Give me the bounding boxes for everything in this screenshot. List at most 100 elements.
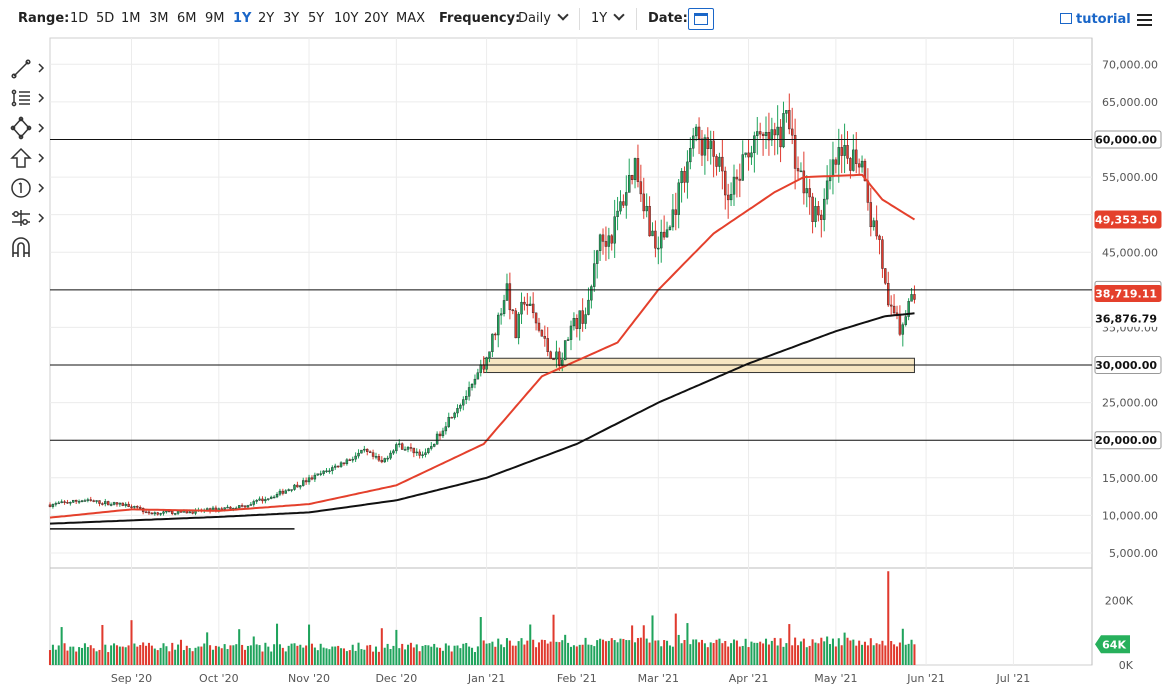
volume-bar [252,636,255,665]
annotation-tool[interactable] [10,176,46,200]
candle-body [578,310,581,329]
candle-body [901,324,905,335]
volume-bar [826,636,829,665]
volume-bar [814,642,817,665]
tutorial-link[interactable]: tutorial [1060,12,1131,27]
volume-bar [342,648,345,665]
candle-body [587,299,590,315]
volume-bar [520,638,523,665]
range-5d[interactable]: 5D [96,11,115,26]
candle-body [660,231,663,249]
period-select[interactable]: 1Y [591,9,625,27]
volume-bar [863,641,866,665]
candle-body [505,283,509,301]
frequency-select[interactable]: Daily [518,9,569,27]
volume-bar [377,651,380,665]
volume-bar [92,648,95,665]
candle-body [418,451,421,456]
arrow-tool[interactable] [10,146,46,170]
volume-bar [753,642,756,665]
volume-bar [660,646,663,665]
volume-bar [482,640,485,665]
range-max[interactable]: MAX [396,11,426,26]
volume-bar [747,647,750,665]
range-10y[interactable]: 10Y [334,11,359,26]
volume-bar [543,640,546,665]
candle-body [403,449,407,451]
volume-bar [313,647,316,665]
candle-body [724,170,727,196]
range-1y[interactable]: 1Y [233,11,252,26]
volume-bar [884,645,887,665]
volume-bar [526,640,529,665]
range-6m[interactable]: 6M [177,11,197,26]
candle-body [741,154,744,181]
range-1d[interactable]: 1D [70,11,89,26]
volume-bar [540,639,543,665]
candle-body [677,182,680,215]
shape-tool[interactable] [10,116,46,140]
range-20y[interactable]: 20Y [364,11,389,26]
volume-bar [238,629,241,665]
volume-bar [634,642,637,665]
volume-bar [535,647,538,665]
candle-body [319,473,322,475]
candle-body [747,152,750,158]
candle-body [278,490,282,495]
x-tick-label: Jan '21 [467,672,505,685]
volume-bar [447,645,450,665]
volume-bar [604,641,607,665]
candle-body [89,499,92,501]
hamburger-menu-icon[interactable] [1137,14,1152,26]
volume-bar [409,642,412,665]
candle-body [162,511,165,514]
volume-bar [773,637,776,665]
fibonacci-tool[interactable] [10,86,46,110]
candle-body [846,145,849,159]
range-3m[interactable]: 3M [149,11,169,26]
fib-levels-icon [11,89,45,107]
range-2y[interactable]: 2Y [258,11,275,26]
candle-body [450,417,453,419]
volume-bar [459,648,462,665]
candle-body [569,325,573,340]
range-1m[interactable]: 1M [121,11,141,26]
volume-bar [907,643,910,665]
candle-body [884,268,887,284]
volume-bar [444,643,447,665]
candle-body [258,498,261,501]
candle-body [770,129,774,141]
volume-bar [57,645,60,665]
range-5y[interactable]: 5Y [308,11,325,26]
volume-bar [177,644,180,665]
volume-bar [246,645,249,665]
volume-bar [808,645,811,665]
candle-body [738,178,742,181]
candle-body [593,263,596,287]
volume-bar [48,650,52,665]
candle-body [269,496,273,499]
range-9m[interactable]: 9M [205,11,225,26]
magnet-tool[interactable] [10,236,46,260]
candle-body [598,234,602,251]
range-3y[interactable]: 3Y [283,11,300,26]
volume-bar [686,623,689,665]
candle-body [69,502,72,504]
volume-bar [159,647,162,665]
volume-bar [692,639,695,665]
calendar-button[interactable] [688,8,714,30]
volume-bar [232,645,235,665]
candle-body [464,396,468,400]
volume-bar [625,640,628,665]
volume-bar [174,649,177,665]
volume-bar [182,650,185,665]
candle-body [651,230,654,237]
volume-bar [613,640,616,665]
volume-bar [875,643,878,665]
volume-bar [101,624,104,665]
indicator-tool[interactable] [10,206,46,230]
trendline-tool[interactable] [10,56,46,80]
range-label: Range: [18,11,70,26]
volume-bar [80,647,84,665]
